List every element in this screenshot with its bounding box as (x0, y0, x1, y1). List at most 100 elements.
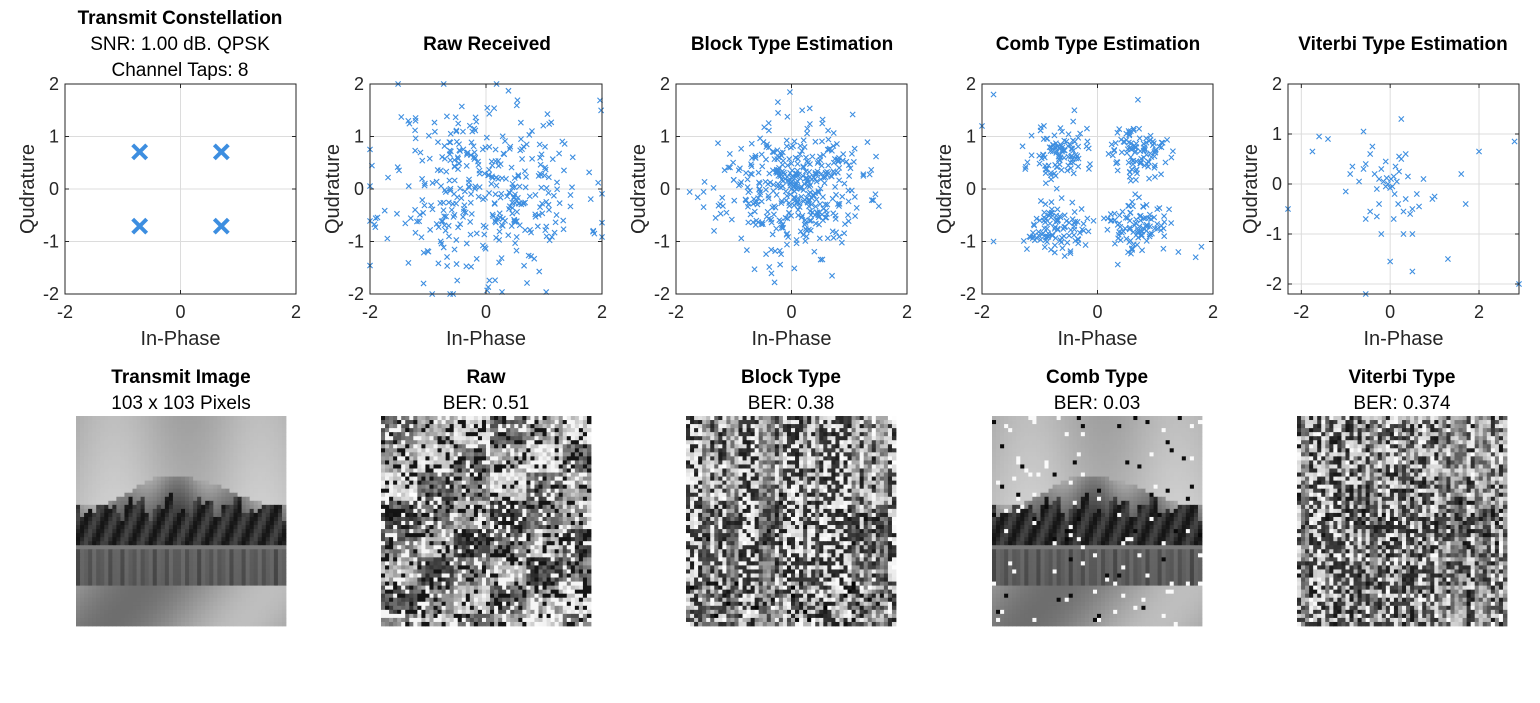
data-point-marker (458, 103, 465, 110)
image-pixel (213, 416, 218, 421)
image-pixel (421, 452, 426, 457)
image-pixel (461, 428, 467, 433)
image-pixel (510, 472, 515, 477)
image-pixel (100, 468, 105, 473)
y-axis-label: Qudrature (934, 144, 956, 234)
image-pixel (229, 521, 234, 526)
image-pixel (160, 593, 166, 599)
image-pixel (156, 456, 162, 461)
image-pixel (522, 472, 527, 477)
image-pixel (100, 420, 105, 425)
image-pixel (92, 436, 97, 441)
image-pixel (116, 516, 121, 522)
image-pixel (116, 428, 121, 433)
image-pixel (257, 533, 263, 538)
image-pixel (176, 621, 182, 627)
data-point-marker (751, 266, 758, 273)
image-pixel (156, 597, 162, 603)
image-pixel (534, 464, 539, 469)
image-pixel (112, 472, 117, 477)
image-pixel (88, 428, 93, 433)
image-pixel (213, 456, 218, 461)
image-pixel (193, 460, 198, 465)
image-pixel (160, 621, 166, 627)
data-point-marker (497, 214, 504, 221)
image-pixel (148, 464, 154, 469)
image-pixel (233, 541, 238, 546)
data-point-marker (427, 226, 434, 233)
image-pixel (88, 617, 93, 623)
image-pixel (124, 452, 129, 457)
image-pixel (413, 476, 418, 482)
image-pixel (189, 512, 194, 518)
image-pixel (213, 428, 218, 433)
image-pixel (205, 460, 210, 465)
image-pixel (112, 444, 117, 449)
image-pixel (213, 573, 218, 578)
data-point-marker (421, 182, 428, 189)
image-pixel (273, 553, 279, 558)
image-pixel (562, 440, 568, 445)
image-pixel (217, 621, 222, 627)
image-pixel (172, 569, 178, 574)
image-pixel (445, 464, 451, 469)
image-pixel (185, 468, 190, 473)
image-pixel (542, 468, 547, 473)
image-pixel (261, 593, 267, 599)
data-point-marker (467, 231, 474, 238)
image-pixel (128, 468, 133, 473)
image-pixel (185, 577, 190, 582)
data-point-marker (526, 131, 533, 138)
image-pixel (193, 573, 198, 578)
image-pixel (229, 545, 234, 550)
image-pixel (148, 597, 154, 603)
image-pixel (457, 456, 463, 461)
image-pixel (526, 440, 531, 445)
image-pixel (88, 609, 93, 615)
image-pixel (84, 609, 89, 615)
image-pixel (209, 432, 214, 437)
image-pixel (526, 476, 531, 482)
x-tick-label: 0 (786, 302, 796, 322)
image-pixel (209, 464, 214, 469)
image-pixel (265, 448, 271, 453)
image-pixel (245, 496, 251, 502)
image-pixel (469, 464, 475, 469)
image-pixel (140, 516, 146, 522)
image-pixel (197, 496, 202, 502)
image-pixel (522, 464, 527, 469)
image-pixel (172, 480, 178, 486)
image-pixel (176, 448, 182, 453)
image-pixel (498, 432, 503, 437)
image-pixel (221, 605, 226, 611)
image-pixel (160, 585, 166, 591)
image-pixel (132, 484, 137, 490)
image-pixel (164, 609, 170, 615)
image-pixel (92, 516, 97, 522)
image-pixel (176, 472, 182, 477)
image-pixel (201, 456, 206, 461)
image-pixel (100, 581, 105, 587)
image-pixel (213, 420, 218, 425)
data-point-marker (819, 120, 826, 127)
image-pixel (181, 605, 186, 611)
image-pixel (381, 456, 386, 461)
image-pixel (172, 476, 178, 482)
image-pixel (201, 529, 206, 534)
image-pixel (217, 557, 222, 562)
image-pixel (566, 424, 572, 429)
image-pixel (140, 617, 146, 623)
image-pixel (277, 521, 283, 526)
image-pixel (486, 464, 491, 469)
image-pixel (389, 476, 394, 482)
image-pixel (152, 424, 158, 429)
image-pixel (128, 448, 133, 453)
image-pixel (140, 428, 146, 433)
image-pixel (144, 432, 150, 437)
image-pixel (104, 440, 109, 445)
data-point-marker (694, 194, 701, 201)
image-pixel (490, 432, 495, 437)
image-pixel (477, 452, 483, 457)
image-pixel (225, 533, 230, 538)
image-pixel (273, 561, 279, 566)
